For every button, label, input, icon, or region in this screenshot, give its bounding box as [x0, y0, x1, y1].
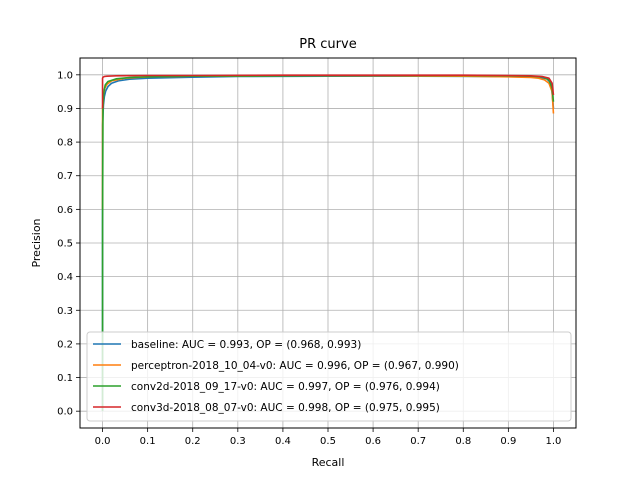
- y-tick-label: 1.0: [57, 70, 73, 81]
- x-tick-label: 1.0: [546, 436, 562, 447]
- legend-entry: perceptron-2018_10_04-v0: AUC = 0.996, O…: [131, 360, 459, 372]
- x-tick-label: 0.0: [95, 436, 111, 447]
- y-tick-label: 0.3: [57, 306, 73, 317]
- legend-box: [86, 331, 572, 422]
- x-axis-label: Recall: [312, 456, 345, 469]
- x-tick-label: 0.1: [140, 436, 156, 447]
- chart-title: PR curve: [299, 37, 356, 52]
- y-tick-label: 0.2: [57, 339, 73, 350]
- y-tick-label: 0.6: [57, 205, 73, 216]
- x-tick-label: 0.6: [365, 436, 381, 447]
- y-tick-label: 0.7: [57, 171, 73, 182]
- x-tick-label: 0.3: [230, 436, 246, 447]
- x-tick-label: 0.9: [500, 436, 516, 447]
- legend-entry: conv3d-2018_08_07-v0: AUC = 0.998, OP = …: [131, 402, 440, 414]
- y-tick-label: 0.4: [57, 272, 73, 283]
- x-tick-label: 0.5: [320, 436, 336, 447]
- y-tick-label: 0.9: [57, 104, 73, 115]
- y-axis-label: Precision: [30, 218, 43, 267]
- x-axis-ticks: 0.0 0.1 0.2 0.3 0.4 0.5 0.6 0.7 0.8 0.9 1.0: [95, 428, 562, 447]
- x-tick-label: 0.8: [455, 436, 471, 447]
- y-tick-label: 0.0: [57, 407, 73, 418]
- x-tick-label: 0.2: [185, 436, 201, 447]
- y-tick-label: 0.1: [57, 373, 73, 384]
- legend: baseline: AUC = 0.993, OP = (0.968, 0.99…: [86, 331, 572, 422]
- series-line-3: [101, 74, 555, 109]
- series-lines: [101, 74, 555, 412]
- y-axis-ticks: 0.0 0.1 0.2 0.3 0.4 0.5 0.6 0.7 0.8 0.9 1.0: [57, 70, 80, 418]
- y-tick-label: 0.8: [57, 138, 73, 149]
- x-tick-label: 0.4: [275, 436, 291, 447]
- x-tick-label: 0.7: [410, 436, 426, 447]
- legend-entry: conv2d-2018_09_17-v0: AUC = 0.997, OP = …: [131, 381, 440, 393]
- y-tick-label: 0.5: [57, 239, 73, 250]
- legend-entry: baseline: AUC = 0.993, OP = (0.968, 0.99…: [131, 339, 361, 351]
